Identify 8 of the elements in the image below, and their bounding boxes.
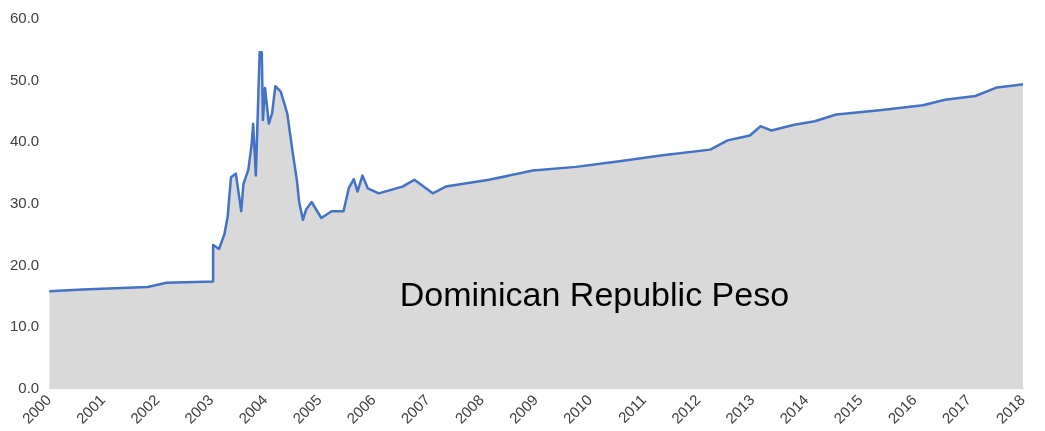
text: Dominican Republic Peso [399, 274, 790, 313]
y-tick-label: 40.0 [9, 132, 40, 150]
y-tick-label: 0.0 [18, 378, 40, 396]
y-tick-label: 60.0 [9, 9, 40, 27]
y-tick-label: 50.0 [9, 70, 40, 88]
y-tick-label: 10.0 [9, 317, 40, 335]
y-tick-label: 30.0 [9, 193, 40, 211]
y-tick-label: 20.0 [9, 255, 40, 273]
